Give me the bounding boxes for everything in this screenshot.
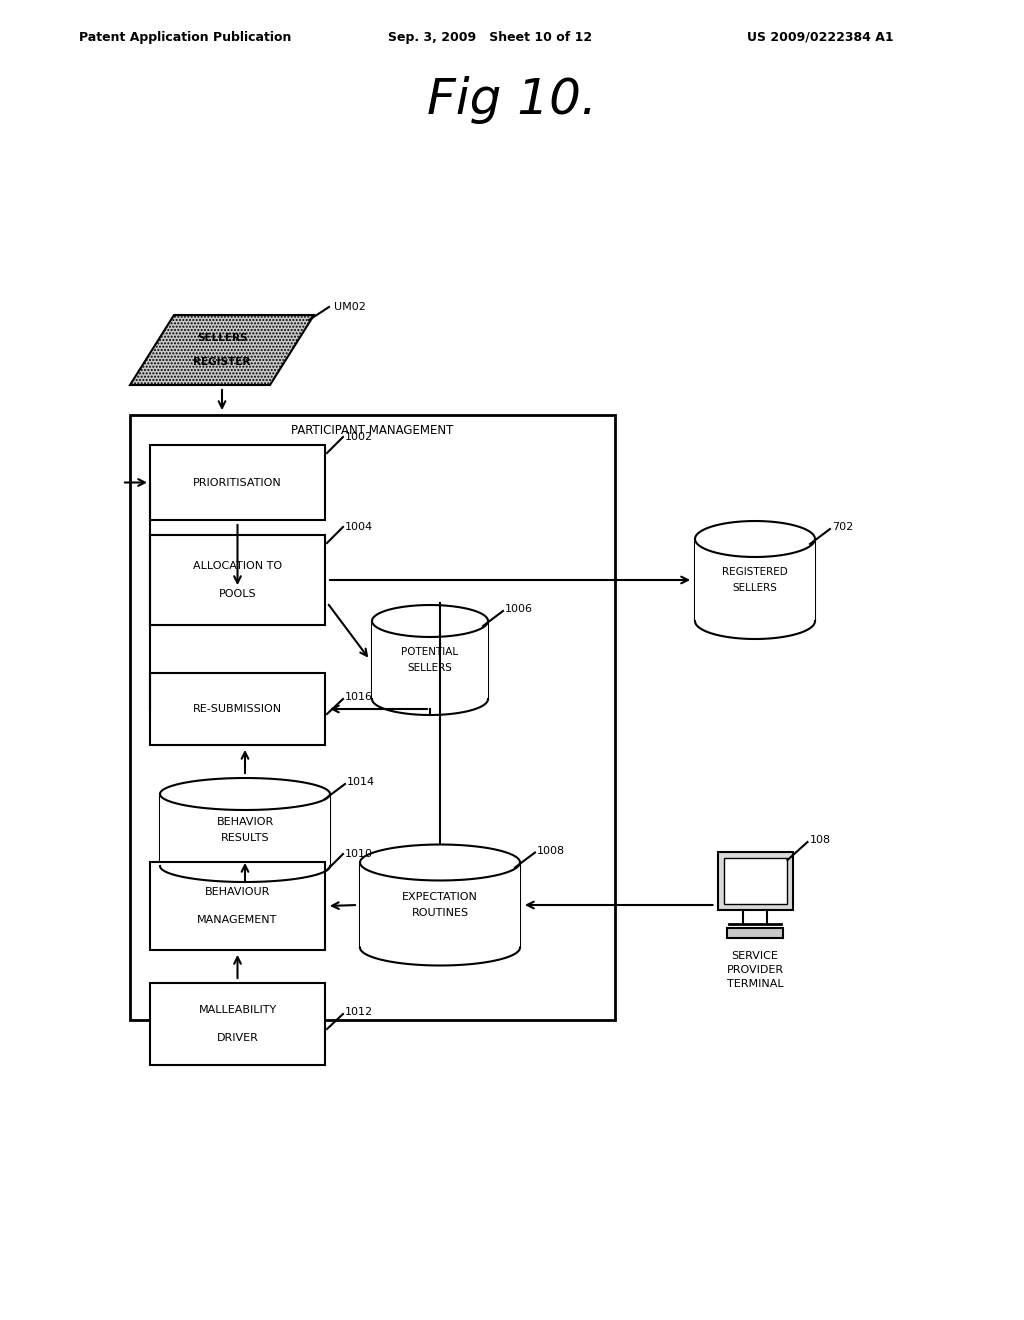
Text: RE-SUBMISSION: RE-SUBMISSION (193, 704, 282, 714)
Text: DRIVER: DRIVER (216, 1034, 258, 1043)
Text: POTENTIAL: POTENTIAL (401, 647, 459, 657)
Bar (372, 620, 488, 700)
Bar (160, 795, 330, 866)
Text: 108: 108 (810, 836, 830, 845)
Text: RESULTS: RESULTS (221, 833, 269, 843)
Text: REGISTER: REGISTER (194, 356, 251, 367)
Text: 702: 702 (831, 521, 853, 532)
Bar (130, 414, 615, 1020)
Bar (150, 673, 325, 744)
Text: SELLERS: SELLERS (408, 663, 453, 673)
Polygon shape (160, 777, 330, 810)
Text: Patent Application Publication: Patent Application Publication (79, 30, 291, 44)
Polygon shape (130, 315, 314, 385)
Text: UM02: UM02 (334, 302, 366, 312)
Polygon shape (360, 845, 520, 880)
Text: BEHAVIOR: BEHAVIOR (216, 817, 273, 828)
Polygon shape (372, 605, 488, 638)
Text: PARTICIPANT MANAGEMENT: PARTICIPANT MANAGEMENT (291, 424, 454, 437)
Text: 1014: 1014 (347, 777, 375, 787)
Text: PRIORITISATION: PRIORITISATION (194, 478, 282, 487)
Text: SERVICE: SERVICE (731, 950, 778, 961)
Text: SELLERS: SELLERS (197, 333, 247, 343)
Text: 1012: 1012 (345, 1007, 373, 1016)
Text: REGISTERED: REGISTERED (722, 568, 787, 577)
Text: TERMINAL: TERMINAL (727, 979, 783, 989)
Bar (727, 928, 783, 939)
Bar (724, 858, 786, 904)
Text: MALLEABILITY: MALLEABILITY (199, 1005, 276, 1015)
Bar (360, 862, 520, 948)
Polygon shape (695, 521, 815, 557)
Text: ROUTINES: ROUTINES (412, 908, 469, 917)
Text: ALLOCATION TO: ALLOCATION TO (193, 561, 282, 572)
Text: MANAGEMENT: MANAGEMENT (198, 915, 278, 925)
Text: 1016: 1016 (345, 692, 373, 702)
Text: EXPECTATION: EXPECTATION (402, 892, 478, 902)
Text: 1006: 1006 (505, 605, 534, 614)
Bar (150, 445, 325, 520)
Bar (150, 535, 325, 624)
Text: US 2009/0222384 A1: US 2009/0222384 A1 (746, 30, 893, 44)
Text: 1002: 1002 (345, 432, 373, 442)
Text: 1010: 1010 (345, 849, 373, 859)
Bar (695, 539, 815, 620)
Text: BEHAVIOUR: BEHAVIOUR (205, 887, 270, 898)
Text: POOLS: POOLS (219, 589, 256, 599)
Text: 1008: 1008 (537, 846, 565, 855)
Bar (150, 862, 325, 950)
Text: PROVIDER: PROVIDER (726, 965, 783, 975)
Text: SELLERS: SELLERS (732, 583, 777, 593)
Text: Fig 10.: Fig 10. (427, 77, 597, 124)
Text: Sep. 3, 2009   Sheet 10 of 12: Sep. 3, 2009 Sheet 10 of 12 (388, 30, 592, 44)
Bar (150, 983, 325, 1065)
Text: 1004: 1004 (345, 521, 373, 532)
Bar (718, 851, 793, 909)
